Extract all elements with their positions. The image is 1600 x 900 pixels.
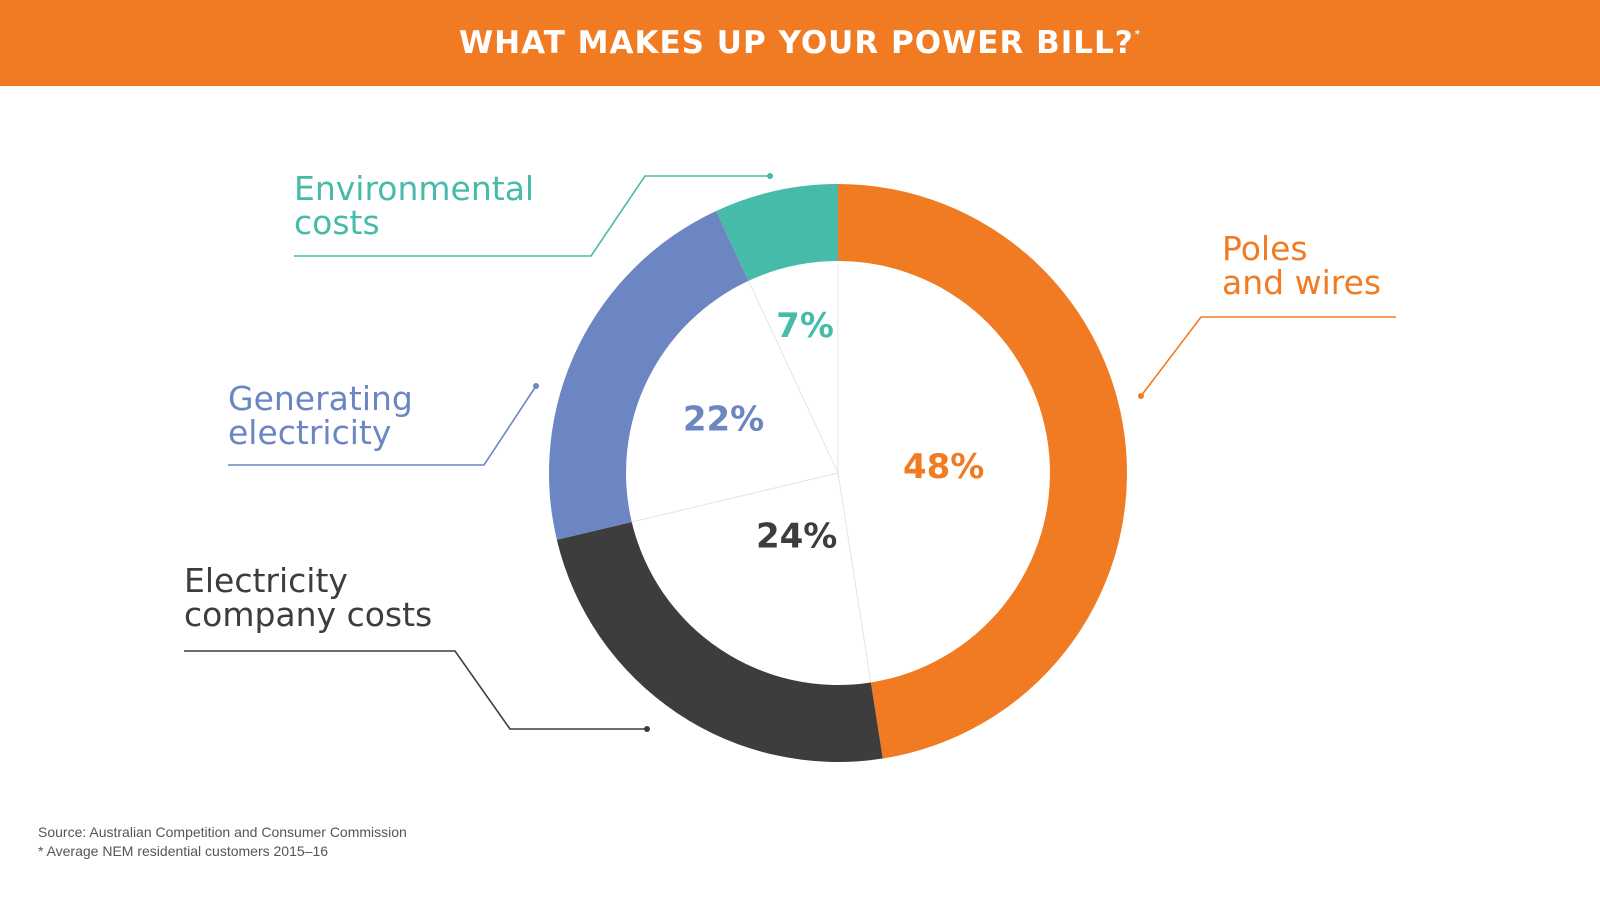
slice-value-label: 7%: [776, 306, 834, 346]
leader-line: [294, 175, 770, 257]
footnote-note: * Average NEM residential customers 2015…: [38, 843, 329, 859]
slice-value-label: 24%: [756, 517, 837, 557]
slice-value-label: 22%: [683, 400, 764, 440]
donut-slice: [716, 184, 838, 281]
title-banner: WHAT MAKES UP YOUR POWER BILL?*: [0, 0, 1600, 86]
slice-label-environmental-costs: Environmental costs: [294, 169, 535, 242]
donut-slice: [556, 522, 883, 762]
leader-line: [228, 385, 537, 466]
leader-dot: [767, 173, 773, 179]
slice-label-generating-electricity: Generating electricity: [228, 379, 413, 452]
title-footnote-mark: *: [1134, 29, 1142, 40]
leader-line: [1140, 316, 1396, 397]
donut-slice: [549, 210, 749, 540]
donut-slice: [838, 184, 1128, 759]
footnotes: Source: Australian Competition and Consu…: [38, 823, 407, 861]
slice-label-poles-and-wires: Poles and wires: [1222, 229, 1382, 302]
slice-divider: [631, 472, 839, 523]
leader-dot: [1138, 393, 1144, 399]
chart-title: WHAT MAKES UP YOUR POWER BILL?*: [458, 25, 1142, 61]
slice-divider: [837, 472, 872, 683]
slice-label-electricity-company-costs: Electricity company costs: [184, 561, 433, 634]
slice-value-label: 48%: [903, 447, 984, 487]
source-note: Source: Australian Competition and Consu…: [38, 824, 407, 840]
slice-divider: [748, 280, 839, 474]
leader-dot: [533, 383, 539, 389]
leader-line: [184, 650, 647, 730]
leader-dot: [644, 726, 650, 732]
